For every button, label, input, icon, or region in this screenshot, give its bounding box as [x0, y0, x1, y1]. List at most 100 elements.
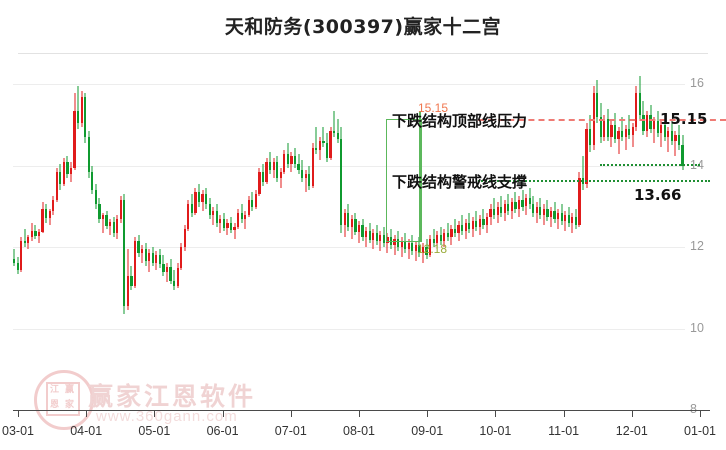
- candlestick: [496, 60, 499, 410]
- candlestick: [254, 60, 257, 410]
- candlestick: [340, 60, 343, 410]
- candlestick: [169, 60, 172, 410]
- candlestick: [553, 60, 556, 410]
- candlestick: [525, 60, 528, 410]
- candlestick: [574, 60, 577, 410]
- candlestick: [482, 60, 485, 410]
- x-axis-tick: [290, 410, 292, 417]
- candle-body: [41, 208, 44, 232]
- candle-body: [333, 131, 336, 134]
- candlestick: [429, 60, 432, 410]
- candle-wick: [379, 230, 381, 252]
- candle-body: [329, 131, 332, 158]
- candle-body: [254, 194, 257, 207]
- candle-wick: [102, 212, 104, 233]
- candlestick: [589, 60, 592, 410]
- candlestick: [62, 60, 65, 410]
- candle-body: [503, 204, 506, 213]
- candle-wick: [433, 228, 435, 248]
- candlestick: [361, 60, 364, 410]
- candle-body: [325, 143, 329, 158]
- candle-body: [628, 129, 631, 136]
- candlestick: [624, 60, 627, 410]
- candle-body: [660, 125, 663, 134]
- candlestick: [507, 60, 510, 410]
- candlestick: [69, 60, 73, 410]
- x-axis-label: 06-01: [206, 424, 239, 438]
- candle-body: [382, 235, 385, 244]
- candle-body: [681, 145, 684, 166]
- candlestick: [461, 60, 464, 410]
- candlestick: [485, 60, 489, 410]
- candle-body: [73, 110, 76, 168]
- candlestick: [173, 60, 176, 410]
- candle-body: [240, 212, 243, 219]
- candlestick: [187, 60, 190, 410]
- candle-body: [674, 135, 677, 142]
- candle-wick: [394, 235, 396, 256]
- candlestick: [549, 60, 553, 410]
- candle-wick: [618, 127, 620, 154]
- candlestick: [592, 60, 595, 410]
- candlestick: [77, 60, 80, 410]
- candle-body: [631, 127, 634, 136]
- candle-wick: [628, 114, 630, 140]
- candle-body: [272, 161, 275, 170]
- candlestick: [315, 60, 318, 410]
- candle-body: [94, 190, 97, 205]
- candlestick: [475, 60, 478, 410]
- candle-body: [439, 235, 442, 242]
- candle-body: [425, 247, 428, 256]
- candle-body: [354, 218, 357, 232]
- x-axis-label: 09-01: [411, 424, 444, 438]
- candlestick: [436, 60, 439, 410]
- candlestick: [365, 60, 368, 410]
- candlestick: [176, 60, 179, 410]
- page-title: 天和防务(300397)赢家十二宫: [224, 16, 502, 38]
- candle-wick: [244, 210, 246, 229]
- candle-wick: [109, 218, 111, 235]
- candle-body: [393, 239, 396, 246]
- candlestick: [272, 60, 275, 410]
- candle-wick: [564, 210, 566, 231]
- candlestick: [567, 60, 570, 410]
- candle-body: [642, 114, 645, 132]
- candlestick: [244, 60, 247, 410]
- resistance-line: [478, 119, 726, 121]
- candle-body: [155, 255, 158, 263]
- candle-body: [247, 200, 250, 215]
- candlestick: [137, 60, 140, 410]
- candle-body: [517, 200, 521, 209]
- candlestick: [98, 60, 101, 410]
- x-axis-tick: [18, 410, 19, 417]
- candle-body: [119, 200, 122, 219]
- candlestick: [212, 60, 215, 410]
- candle-wick: [522, 190, 524, 211]
- candle-body: [105, 215, 108, 227]
- candle-body: [197, 192, 201, 203]
- candle-body: [350, 218, 353, 227]
- candle-body: [357, 224, 361, 232]
- candlestick: [20, 60, 23, 410]
- candle-body: [485, 216, 489, 225]
- candlestick: [610, 60, 613, 410]
- candle-wick: [408, 239, 410, 260]
- candlestick: [660, 60, 663, 410]
- x-axis-tick: [154, 410, 156, 417]
- candlestick: [386, 60, 389, 410]
- candle-body: [101, 215, 105, 219]
- candle-body: [173, 280, 176, 286]
- candlestick: [219, 60, 222, 410]
- candle-body: [375, 232, 378, 242]
- candle-body: [546, 208, 549, 217]
- candlestick-plot[interactable]: [13, 60, 685, 411]
- candle-wick: [582, 155, 584, 191]
- candle-body: [528, 198, 531, 205]
- candlestick: [606, 60, 609, 410]
- candle-wick: [173, 269, 175, 290]
- candle-body: [493, 208, 496, 215]
- candle-body: [368, 230, 371, 240]
- candlestick: [443, 60, 446, 410]
- candlestick: [670, 60, 673, 410]
- candlestick: [578, 60, 581, 410]
